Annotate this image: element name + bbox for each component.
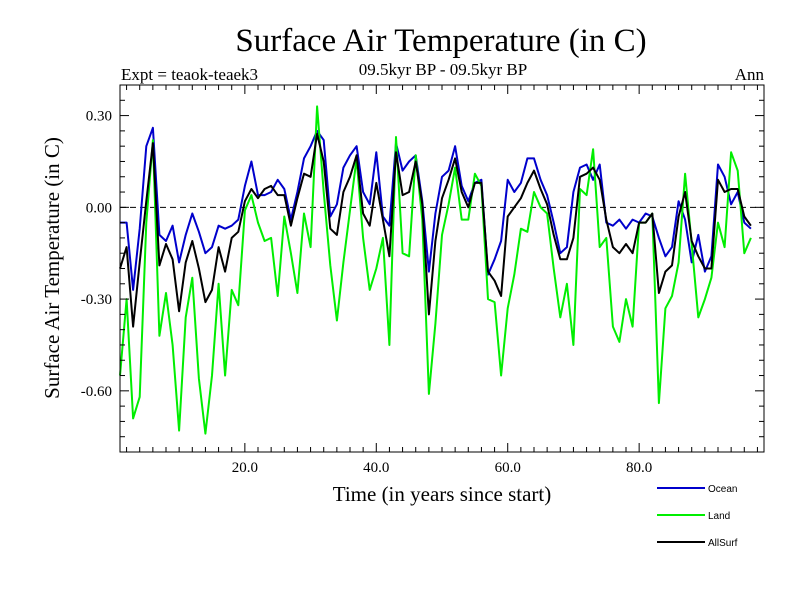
y-tick-label: 0.00: [86, 200, 112, 216]
x-axis-label: Time (in years since start): [333, 482, 552, 506]
y-tick-label: 0.30: [86, 109, 112, 125]
legend-label-allsurf: AllSurf: [708, 538, 738, 549]
legend-label-ocean: Ocean: [708, 484, 737, 495]
chart-title: Surface Air Temperature (in C): [235, 23, 646, 59]
series-line-ocean: [120, 126, 752, 291]
x-tick-label: 40.0: [363, 460, 389, 476]
season-label: Ann: [735, 65, 765, 84]
legend-label-land: Land: [708, 511, 730, 522]
x-tick-label: 20.0: [232, 460, 258, 476]
x-tick-label: 80.0: [626, 460, 652, 476]
experiment-label: Expt = teaok-teaek3: [121, 65, 258, 84]
y-axis-label: Surface Air Temperature (in C): [40, 137, 64, 399]
chart-subtitle: 09.5kyr BP - 09.5kyr BP: [359, 60, 527, 79]
series-line-allsurf: [119, 132, 752, 328]
y-tick-label: -0.30: [81, 292, 112, 308]
y-tick-label: -0.60: [81, 384, 112, 400]
legend: Ocean Land AllSurf: [657, 484, 738, 549]
x-tick-label: 60.0: [495, 460, 521, 476]
